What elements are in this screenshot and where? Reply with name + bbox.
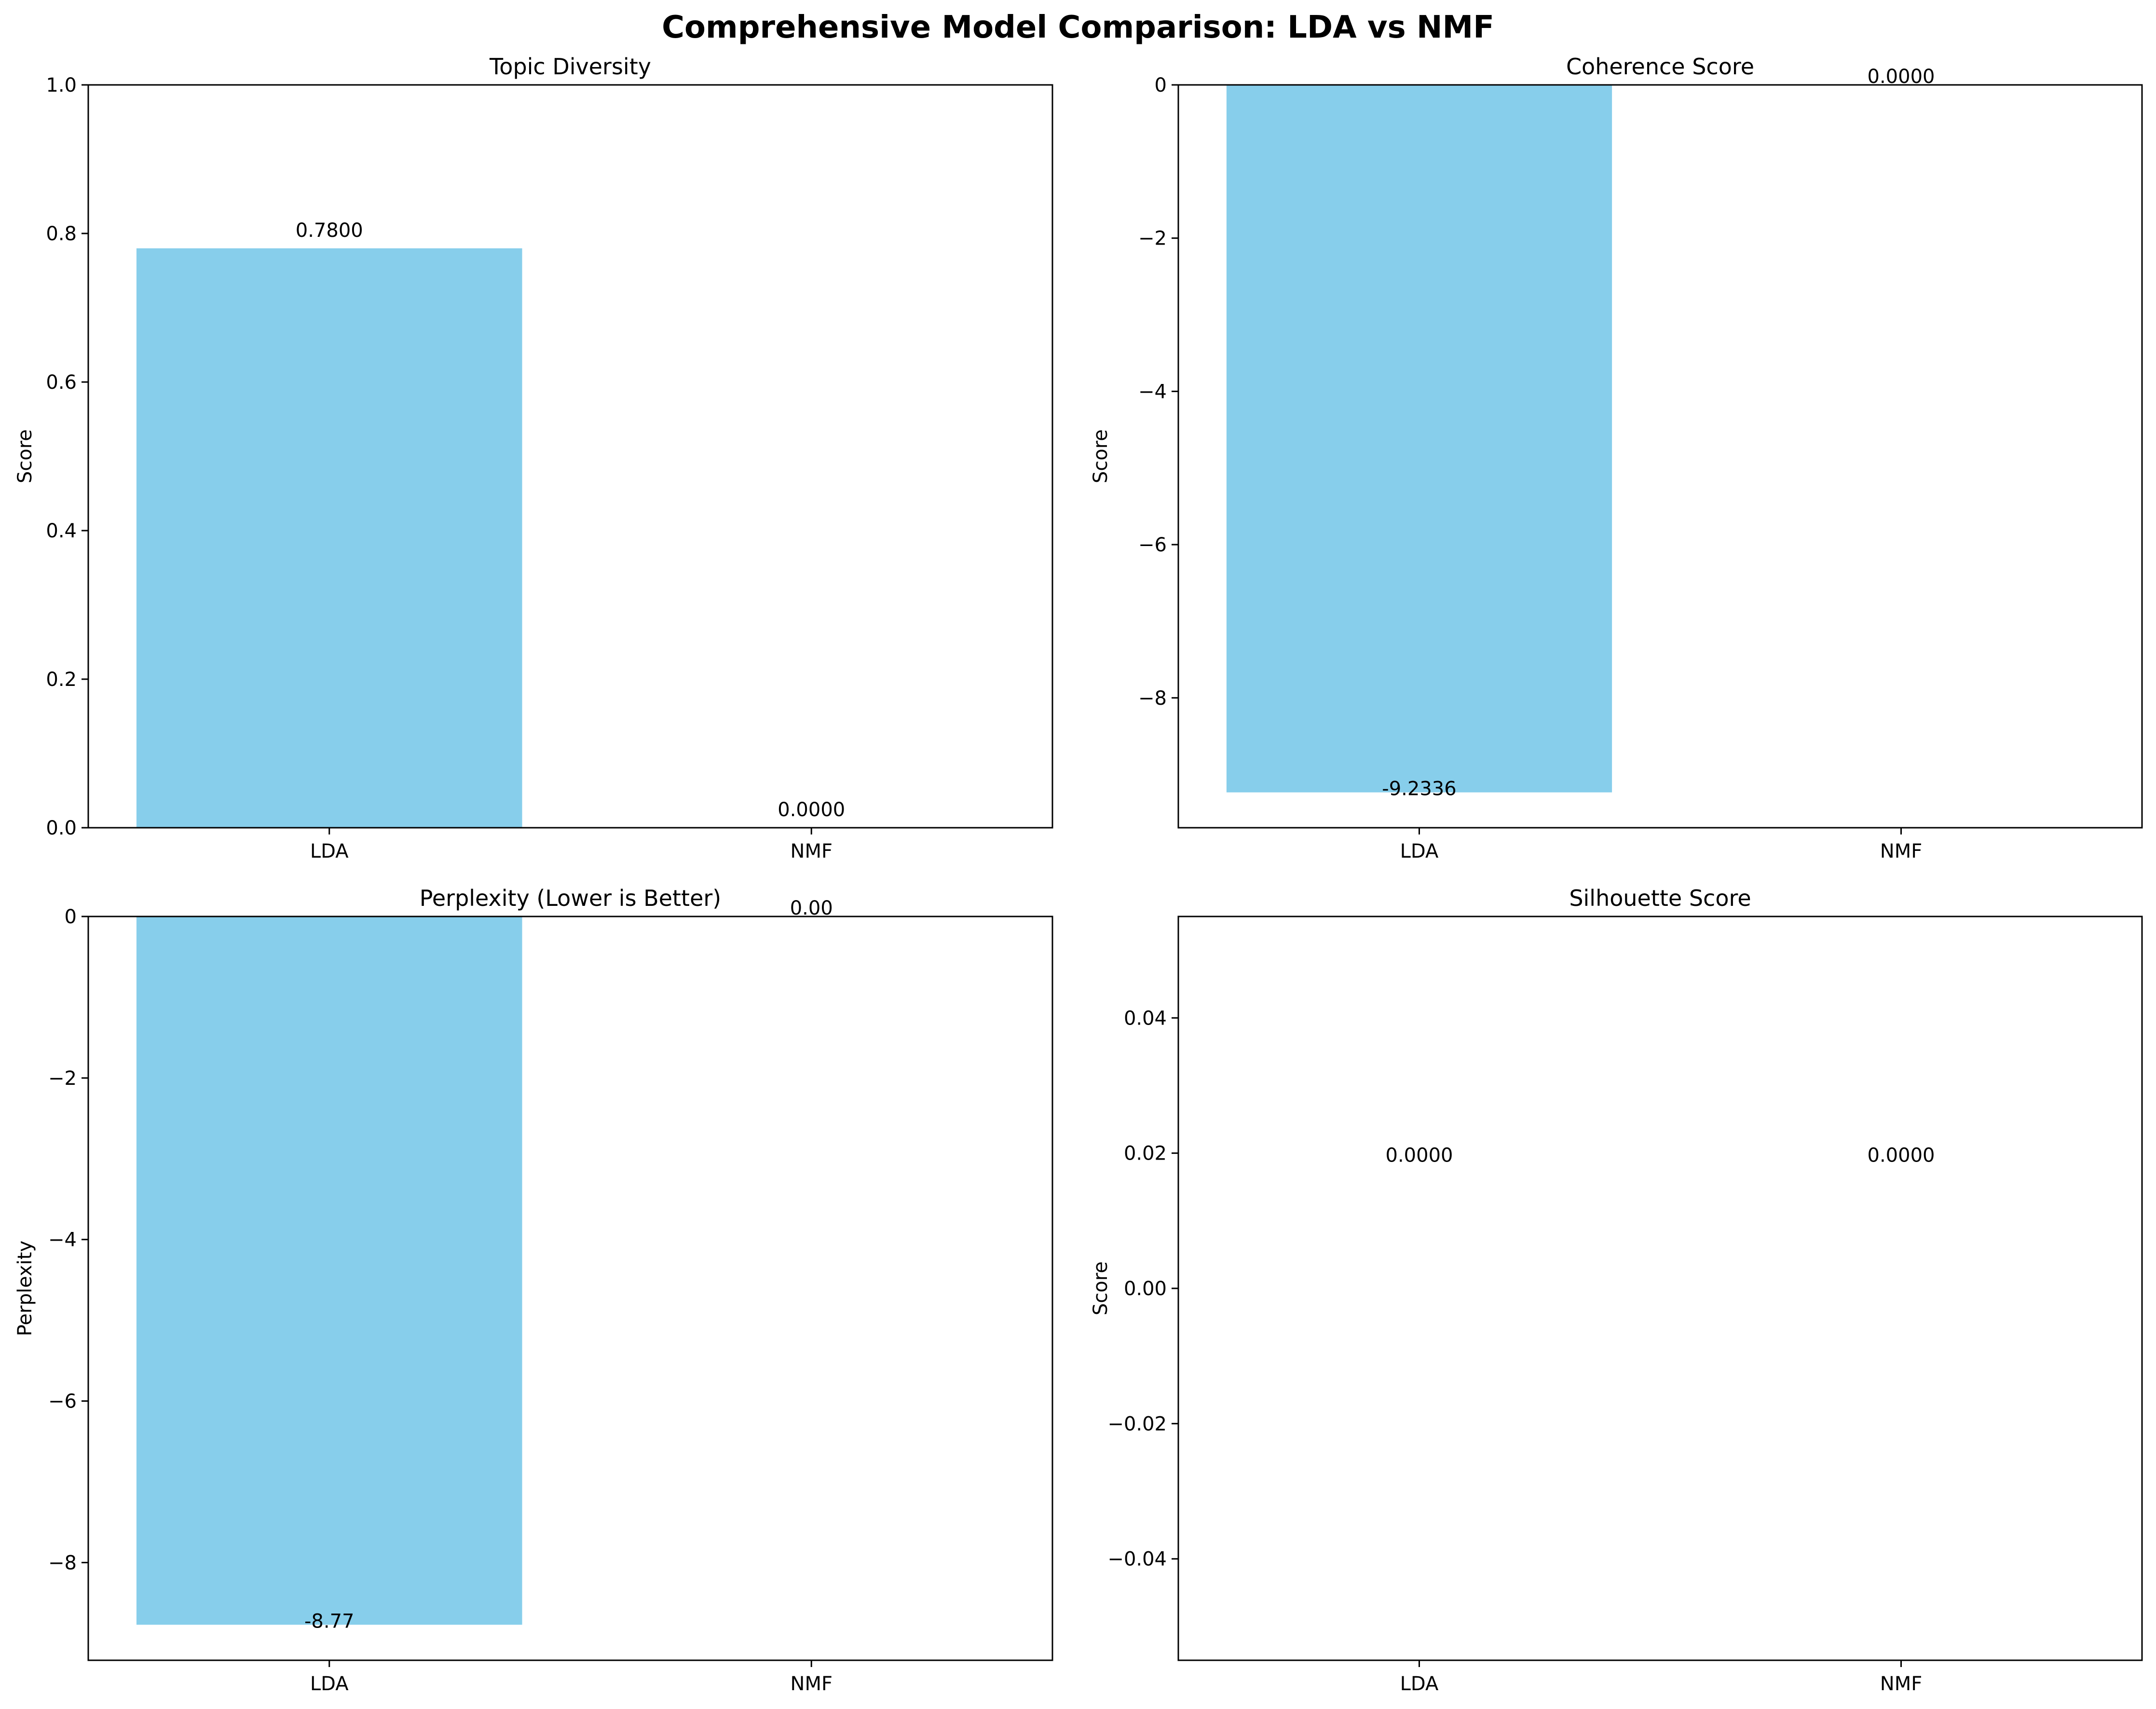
bar-lda xyxy=(136,248,522,828)
axes-frame xyxy=(87,84,1053,829)
y-tick-label: 0 xyxy=(65,906,77,928)
y-tick-label: −0.02 xyxy=(1107,1413,1167,1435)
y-tick-label: 0.02 xyxy=(1124,1143,1167,1165)
data-label-lda: -9.2336 xyxy=(1382,778,1456,800)
y-tick-label: 0.4 xyxy=(46,520,77,542)
axes-frame xyxy=(1177,84,2143,829)
y-tick-label: 0.04 xyxy=(1124,1007,1167,1029)
chart-panel-3: -8.77 0.00 0 −2 −4 −6 −8 LDA NMF Perplexity (Lowe… xyxy=(14,885,1053,1695)
data-label-nmf: 0.0000 xyxy=(1868,66,1935,88)
y-tick-label: −6 xyxy=(48,1391,77,1413)
bar-lda xyxy=(1226,85,1612,793)
chart-title: Perplexity (Lower is Better) xyxy=(420,885,722,911)
y-axis-label: Score xyxy=(14,429,36,483)
data-label-nmf: 0.0000 xyxy=(1868,1145,1935,1167)
chart-title: Topic Diversity xyxy=(489,54,651,80)
y-tick-label: −2 xyxy=(48,1067,77,1090)
chart-title: Coherence Score xyxy=(1566,54,1754,80)
y-tick-label: −2 xyxy=(1138,228,1167,250)
data-label-lda: 0.7800 xyxy=(296,219,363,242)
data-label-nmf: 0.0000 xyxy=(778,799,845,821)
x-tick-label-lda: LDA xyxy=(310,1673,349,1695)
y-tick-label: 0.0 xyxy=(46,817,77,839)
y-tick-label: 0.6 xyxy=(46,371,77,394)
y-tick-label: −8 xyxy=(48,1552,77,1574)
chart-panel-1: 0.7800 0.0000 0.0 0.2 0.4 0.6 0.8 1.0 LDA NMF Topi… xyxy=(14,54,1053,862)
x-tick-label-nmf: NMF xyxy=(791,1673,832,1695)
chart-panel-4: 0.0000 0.0000 0.04 0.02 0.00 −0.02 −0.04 LDA NMF… xyxy=(1090,885,2143,1695)
x-tick-label-nmf: NMF xyxy=(791,840,832,862)
y-axis-label: Perplexity xyxy=(14,1241,36,1336)
data-label-nmf: 0.00 xyxy=(790,897,833,919)
axes-frame xyxy=(87,916,1053,1661)
data-label-lda: 0.0000 xyxy=(1386,1145,1453,1167)
y-tick-label: 0.00 xyxy=(1124,1278,1167,1300)
y-tick-label: 0.2 xyxy=(46,669,77,691)
y-tick-label: −6 xyxy=(1138,534,1167,556)
x-tick-label-nmf: NMF xyxy=(1880,840,1922,862)
y-tick-label: 1.0 xyxy=(46,74,77,96)
figure-title: Comprehensive Model Comparison: LDA vs N… xyxy=(662,10,1494,45)
x-tick-label-nmf: NMF xyxy=(1880,1673,1922,1695)
y-tick-label: −4 xyxy=(1138,381,1167,403)
x-tick-label-lda: LDA xyxy=(310,840,349,862)
x-tick-label-lda: LDA xyxy=(1400,1673,1439,1695)
y-axis-label: Score xyxy=(1090,1261,1112,1315)
y-tick-label: −0.04 xyxy=(1107,1548,1167,1571)
bar-lda xyxy=(136,916,522,1625)
y-tick-label: 0.8 xyxy=(46,223,77,245)
chart-panel-2: -9.2336 0.0000 0 −2 −4 −6 −8 LDA NMF Coherence Sc… xyxy=(1090,54,2143,862)
chart-title: Silhouette Score xyxy=(1569,885,1751,911)
y-tick-label: −8 xyxy=(1138,687,1167,710)
y-tick-label: 0 xyxy=(1155,74,1167,96)
x-tick-label-lda: LDA xyxy=(1400,840,1439,862)
y-axis-label: Score xyxy=(1090,429,1112,483)
data-label-lda: -8.77 xyxy=(304,1610,355,1632)
y-tick-label: −4 xyxy=(48,1229,77,1251)
